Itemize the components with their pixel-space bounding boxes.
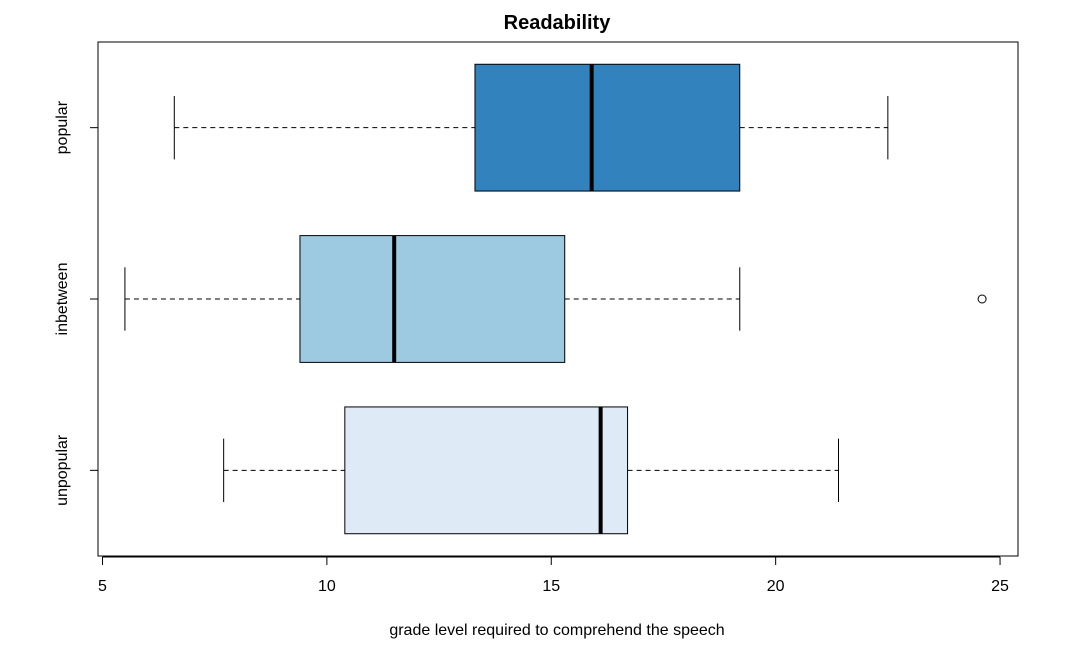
x-axis: 5 10 15 20 25 [98,556,1009,595]
x-tick-label-25: 25 [991,578,1009,595]
x-tick-label-5: 5 [98,578,107,595]
box-unpopular [344,406,629,535]
box-group-inbetween [124,235,987,363]
y-tick-label-inbetween: inbetween [54,263,71,336]
y-tick-label-popular: popular [54,100,71,154]
x-tick-label-15: 15 [542,578,560,595]
outlier-point-inbetween-0 [977,294,987,304]
y-axis: popular inbetween unpopular [54,100,98,506]
box-group-popular [173,63,889,192]
x-tick-label-10: 10 [318,578,336,595]
box-group-unpopular [223,406,839,535]
y-tick-label-unpopular: unpopular [54,434,71,506]
x-tick-label-20: 20 [767,578,785,595]
box-popular [474,63,741,192]
chart-title: Readability [504,12,612,34]
box-inbetween [299,235,566,363]
x-axis-label: grade level required to comprehend the s… [389,622,724,639]
boxes-layer [124,63,987,535]
